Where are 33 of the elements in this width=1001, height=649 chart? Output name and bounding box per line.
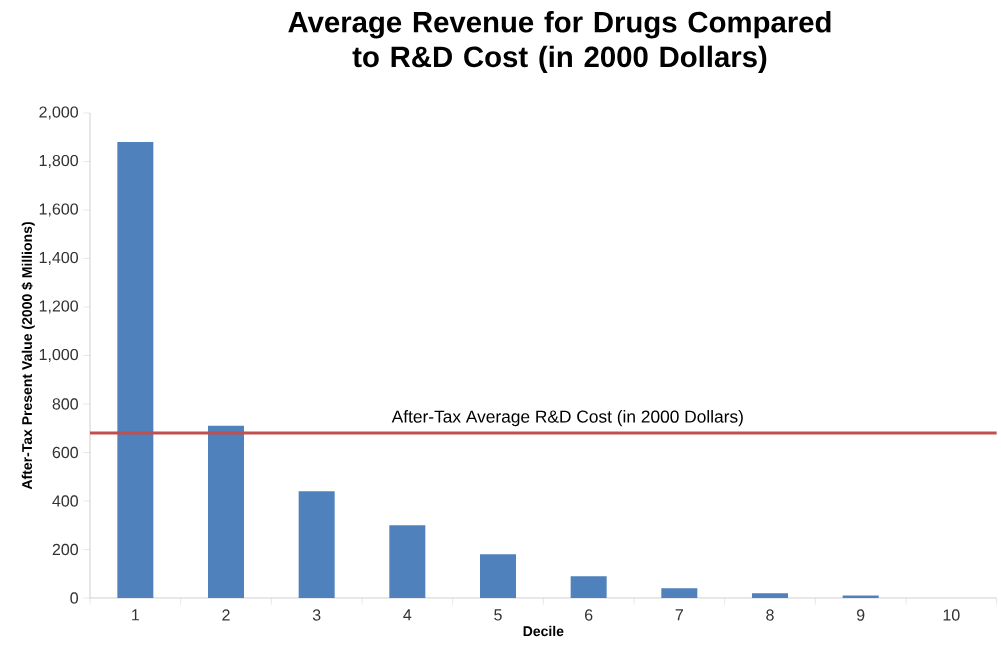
y-tick-label: 1,800: [39, 154, 79, 169]
y-tick-label: 0: [70, 592, 79, 604]
chart-title: Average Revenue for Drugs Compared to R&D Cost (in 2000 Dollars): [288, 11, 831, 74]
x-tick-label: 9: [856, 609, 865, 621]
bar: [298, 491, 335, 598]
bar: [480, 554, 516, 598]
y-tick-label: 400: [52, 495, 79, 507]
x-tick-label: 10: [943, 609, 960, 621]
x-tick-label: 2: [222, 609, 230, 621]
x-tick-label: 5: [494, 609, 502, 621]
x-tick-label: 6: [585, 609, 593, 621]
y-tick-label: 200: [52, 543, 79, 556]
ref-line-label: After-Tax Average R&D Cost (in 2000 Dollars): [391, 409, 743, 427]
y-axis-title: After-Tax Present Value (2000 $ Millions): [21, 222, 35, 490]
x-axis-title: Decile: [523, 625, 564, 637]
y-tick-label: 1,600: [39, 203, 79, 217]
y-tick-label: 800: [52, 398, 79, 410]
x-tick-label: 4: [403, 609, 412, 621]
x-tick-label: 3: [312, 609, 321, 621]
bar: [570, 576, 607, 598]
bar: [208, 425, 244, 598]
bar: [661, 588, 698, 598]
y-tick-label: 1,400: [39, 251, 79, 266]
x-tick-label: 8: [766, 609, 774, 621]
y-tick-label: 2,000: [39, 106, 79, 120]
y-tick-label: 1,200: [39, 300, 79, 314]
bar: [751, 593, 788, 598]
y-tick-label: 1,000: [39, 348, 79, 363]
bar: [389, 525, 426, 598]
x-tick-label: 7: [675, 609, 683, 621]
bar: [117, 142, 154, 598]
x-tick-label: 1: [132, 609, 139, 621]
y-tick-label: 600: [52, 446, 79, 459]
